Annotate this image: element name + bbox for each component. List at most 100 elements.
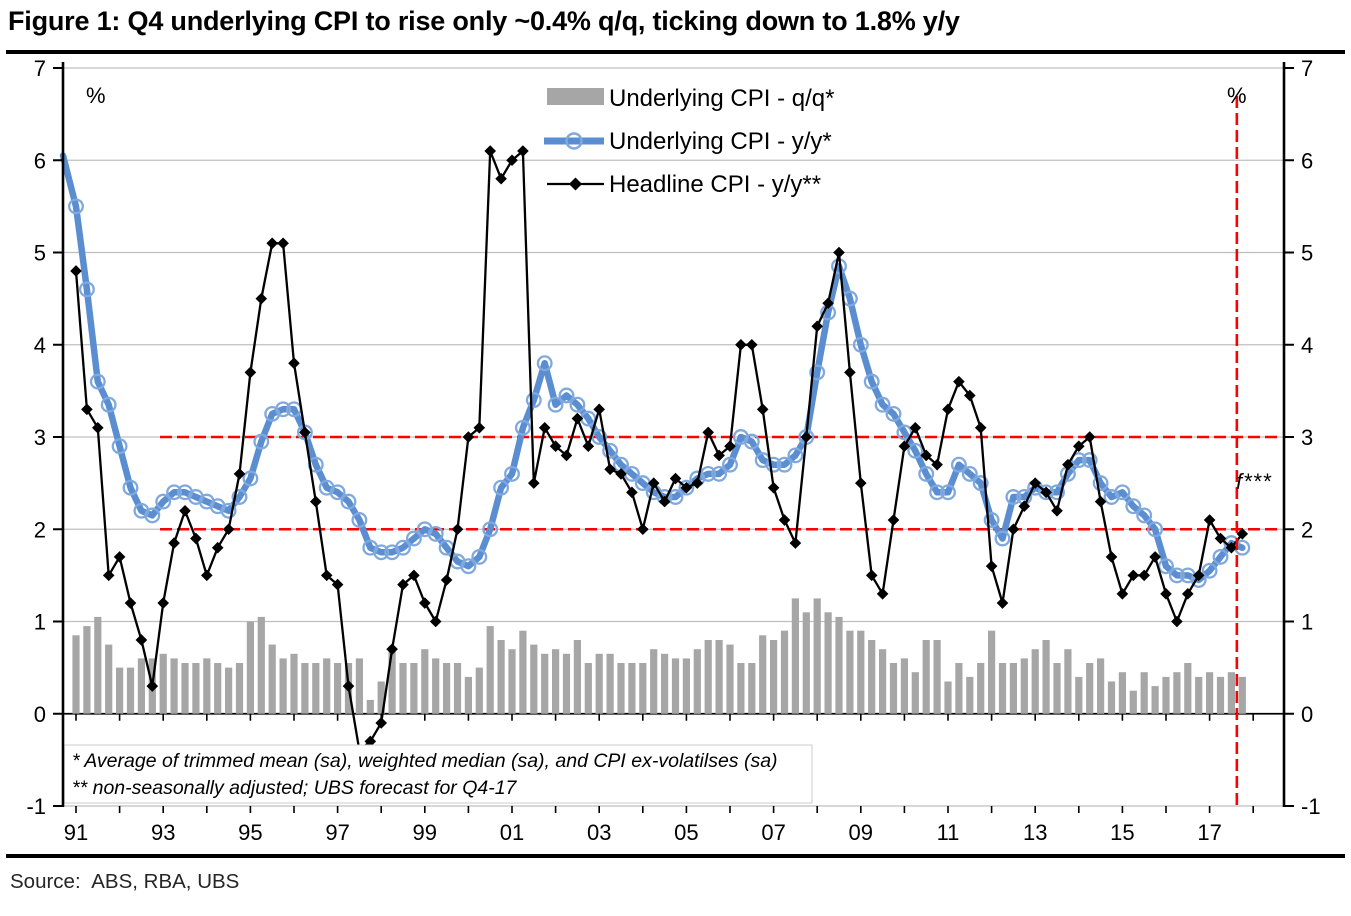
- qq-bar: [955, 663, 963, 714]
- circle-marker: [1070, 452, 1087, 469]
- y-axis-label-right: 1: [1301, 610, 1313, 635]
- axis-labels: 7 76 65 54 43 32 21 10 0-1 -191 93 95 97 99 01 03 05 07 09…: [26, 56, 1320, 845]
- circle-marker: [918, 465, 935, 482]
- source-divider: [6, 854, 1345, 858]
- diamond-marker: [898, 440, 911, 453]
- circle-marker: [351, 512, 368, 528]
- x-axis-label: 91: [64, 820, 88, 845]
- diamond-marker: [397, 578, 409, 591]
- qq-bar: [944, 681, 952, 714]
- circle-marker: [1158, 558, 1174, 575]
- diamond-marker: [517, 145, 529, 157]
- diamond-marker: [81, 403, 93, 416]
- qq-bar: [137, 658, 145, 714]
- y-axis-label-left: 1: [34, 610, 46, 635]
- legend: Underlying CPI - q/q* Underlying CPI - y…: [544, 85, 834, 198]
- diamond-marker: [865, 569, 878, 582]
- qq-bar: [432, 658, 440, 714]
- diamond-marker: [724, 440, 736, 453]
- diamond-marker: [92, 421, 104, 434]
- diamond-marker: [1182, 588, 1194, 600]
- circle-marker: [667, 489, 684, 505]
- diamond-marker: [1225, 541, 1238, 554]
- qq-bar: [693, 649, 701, 714]
- circle-marker: [166, 484, 183, 501]
- diamond-marker: [538, 421, 551, 434]
- x-axis-label: 11: [937, 820, 960, 845]
- diamond-marker: [1040, 486, 1052, 499]
- qq-bar: [399, 663, 407, 714]
- diamond-marker: [1062, 458, 1074, 471]
- qq-bar: [290, 653, 298, 714]
- y-axis-label-left: -1: [26, 794, 46, 819]
- x-axis-label: 01: [500, 820, 524, 845]
- circle-marker: [1136, 507, 1153, 524]
- circle-marker: [896, 424, 913, 441]
- circle-marker: [471, 548, 488, 565]
- circle-marker: [743, 433, 760, 450]
- qq-bar: [1020, 658, 1028, 714]
- qq-bar: [900, 658, 908, 714]
- diamond-marker: [1083, 431, 1096, 443]
- axes: [53, 62, 1294, 813]
- diamond-marker: [288, 357, 300, 369]
- qq-bar: [1151, 686, 1159, 714]
- qq-bar: [159, 653, 167, 714]
- headline-yy-line: [70, 145, 1249, 757]
- footnote-2: ** non-seasonally adjusted; UBS forecast…: [72, 777, 518, 799]
- diamond-marker: [320, 569, 333, 582]
- diamond-marker: [124, 597, 137, 609]
- diamond-marker: [190, 532, 202, 545]
- x-axis-label: 07: [761, 820, 785, 845]
- diamond-marker: [800, 431, 813, 443]
- qq-bar: [1009, 663, 1017, 714]
- circle-marker: [602, 442, 619, 459]
- qq-bar: [225, 667, 233, 714]
- diamond-marker: [386, 643, 398, 655]
- y-axis-label-left: 5: [34, 241, 46, 266]
- qq-bar: [552, 649, 560, 714]
- diamond-marker: [419, 597, 431, 609]
- qq-bar: [203, 658, 211, 714]
- qq-bar: [966, 676, 974, 714]
- diamond-marker: [658, 495, 671, 508]
- diamond-marker: [1160, 588, 1172, 600]
- x-axis-label: 17: [1197, 820, 1221, 845]
- circle-marker: [950, 456, 967, 473]
- qq-bar: [911, 672, 919, 714]
- diamond-marker: [1192, 569, 1205, 582]
- qq-bar: [617, 663, 625, 714]
- circle-marker: [395, 539, 411, 556]
- circle-marker: [558, 387, 575, 404]
- qq-bar: [1227, 672, 1235, 714]
- qq-bar: [192, 663, 200, 714]
- y-axis-label-right: 6: [1301, 148, 1313, 173]
- x-axis-label: 97: [325, 820, 349, 845]
- qq-bar: [846, 630, 854, 714]
- qq-bar: [595, 653, 603, 714]
- qq-bar: [83, 626, 91, 714]
- diamond-marker: [331, 578, 344, 591]
- y-axis-label-right: 4: [1301, 333, 1313, 358]
- figure-title: Figure 1: Q4 underlying CPI to rise only…: [8, 6, 960, 36]
- cpi-chart: * Average of trimmed mean (sa), weighted…: [26, 56, 1320, 845]
- diamond-marker: [964, 389, 976, 402]
- circle-marker: [231, 489, 248, 505]
- circle-marker: [329, 484, 346, 501]
- qq-bar: [1195, 676, 1203, 714]
- legend-label: Underlying CPI - y/y*: [609, 128, 832, 155]
- diamond-marker: [778, 514, 791, 526]
- diamond-marker: [495, 172, 507, 185]
- qq-bar: [1075, 676, 1083, 714]
- y-axis-label-left: 6: [34, 148, 46, 173]
- circle-marker: [1212, 548, 1229, 565]
- diamond-marker: [942, 403, 954, 416]
- source-line: Source: ABS, RBA, UBS: [10, 870, 245, 894]
- diamond-marker: [615, 468, 627, 480]
- qq-bar: [770, 640, 778, 714]
- qq-bar: [780, 630, 789, 714]
- diamond-marker: [549, 440, 562, 453]
- qq-bar: [1129, 690, 1137, 714]
- diamond-marker: [1029, 477, 1041, 489]
